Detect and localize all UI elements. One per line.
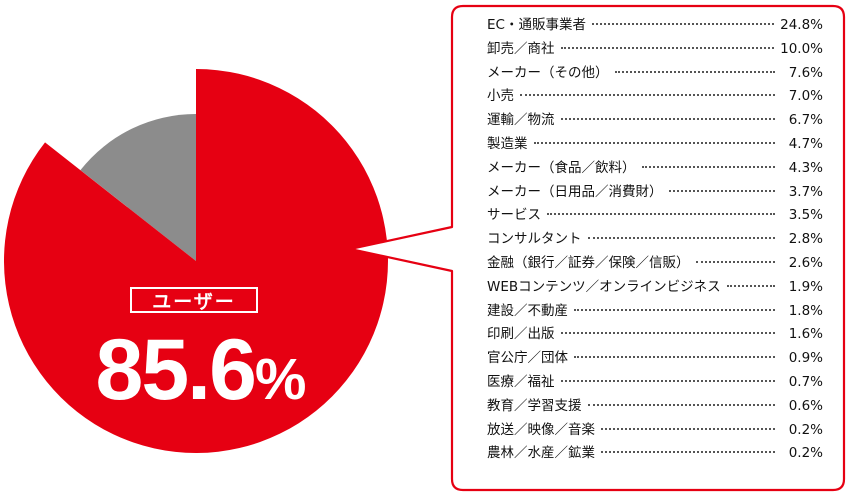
leader-dots	[533, 141, 775, 144]
breakdown-name: メーカー（日用品／消費財）	[487, 183, 663, 200]
breakdown-row: 放送／映像／音楽 0.2%	[487, 418, 823, 442]
breakdown-value: 0.2%	[788, 421, 823, 438]
leader-dots	[560, 332, 775, 335]
user-percentage: 85.6%	[70, 322, 330, 428]
breakdown-value: 7.6%	[788, 64, 823, 81]
callout-box	[348, 4, 846, 492]
breakdown-row: 農林／水産／鉱業 0.2%	[487, 441, 823, 465]
pie-slice-user	[3, 69, 388, 453]
breakdown-row: 印刷／出版 1.6%	[487, 322, 823, 346]
breakdown-name: 建設／不動産	[487, 302, 568, 319]
breakdown-value: 0.7%	[788, 373, 823, 390]
breakdown-row: 小売 7.0%	[487, 84, 823, 108]
leader-dots	[587, 237, 775, 240]
breakdown-list: EC・通販事業者 24.8% 卸売／商社 10.0% メーカー（その他） 7.6% 小売 7.…	[487, 13, 823, 465]
breakdown-row: メーカー（日用品／消費財） 3.7%	[487, 180, 823, 204]
breakdown-name: 官公庁／団体	[487, 350, 568, 367]
breakdown-row: 官公庁／団体 0.9%	[487, 346, 823, 370]
leader-dots	[560, 46, 775, 49]
breakdown-name: メーカー（その他）	[487, 64, 609, 81]
user-slice-label: ユーザー	[130, 287, 258, 313]
leader-dots	[591, 23, 775, 25]
breakdown-value: 24.8%	[780, 17, 823, 33]
breakdown-name: 製造業	[487, 135, 528, 152]
breakdown-row: 医療／福祉 0.7%	[487, 370, 823, 394]
breakdown-name: 金融（銀行／証券／保険／信販）	[487, 254, 690, 271]
breakdown-value: 1.9%	[788, 278, 823, 295]
user-percentage-value: 85.6	[95, 322, 257, 418]
breakdown-value: 2.6%	[788, 254, 823, 271]
leader-dots	[574, 308, 775, 311]
breakdown-name: 小売	[487, 88, 514, 105]
user-percentage-unit: %	[254, 347, 307, 412]
leader-dots	[726, 284, 775, 287]
breakdown-value: 6.7%	[788, 112, 823, 129]
breakdown-row: 卸売／商社 10.0%	[487, 37, 823, 61]
leader-dots	[601, 451, 775, 454]
pie-slices	[3, 69, 388, 453]
leader-dots	[614, 70, 775, 73]
breakdown-row: WEBコンテンツ／オンラインビジネス 1.9%	[487, 275, 823, 299]
breakdown-value: 10.0%	[780, 40, 823, 57]
breakdown-name: 教育／学習支援	[487, 397, 582, 414]
leader-dots	[641, 165, 775, 168]
breakdown-name: 放送／映像／音楽	[487, 421, 595, 438]
breakdown-name: コンサルタント	[487, 231, 582, 248]
breakdown-value: 0.6%	[788, 397, 823, 414]
pie-slice-other	[80, 113, 196, 261]
leader-dots	[560, 379, 775, 382]
breakdown-name: 運輸／物流	[487, 112, 555, 129]
breakdown-row: 教育／学習支援 0.6%	[487, 394, 823, 418]
leader-dots	[520, 94, 775, 97]
breakdown-value: 0.9%	[788, 350, 823, 367]
breakdown-name: 農林／水産／鉱業	[487, 445, 595, 462]
leader-dots	[601, 427, 775, 430]
leader-dots	[695, 260, 775, 263]
breakdown-name: 印刷／出版	[487, 326, 555, 343]
breakdown-name: 医療／福祉	[487, 373, 555, 390]
leader-dots	[668, 189, 775, 192]
breakdown-name: メーカー（食品／飲料）	[487, 159, 636, 176]
breakdown-row: 運輸／物流 6.7%	[487, 108, 823, 132]
leader-dots	[560, 118, 775, 121]
breakdown-name: サービス	[487, 207, 541, 224]
breakdown-row: メーカー（その他） 7.6%	[487, 61, 823, 85]
leader-dots	[574, 356, 775, 359]
leader-dots	[587, 403, 775, 406]
breakdown-value: 0.2%	[788, 445, 823, 462]
breakdown-value: 1.8%	[788, 302, 823, 319]
breakdown-name: WEBコンテンツ／オンラインビジネス	[487, 278, 721, 295]
breakdown-value: 1.6%	[788, 326, 823, 343]
breakdown-row: 金融（銀行／証券／保険／信販） 2.6%	[487, 251, 823, 275]
breakdown-value: 3.5%	[788, 207, 823, 224]
breakdown-row: メーカー（食品／飲料） 4.3%	[487, 156, 823, 180]
breakdown-name: 卸売／商社	[487, 40, 555, 57]
breakdown-value: 3.7%	[788, 183, 823, 200]
breakdown-value: 2.8%	[788, 231, 823, 248]
breakdown-value: 4.3%	[788, 159, 823, 176]
breakdown-value: 7.0%	[788, 88, 823, 105]
breakdown-row: 建設／不動産 1.8%	[487, 299, 823, 323]
breakdown-row: 製造業 4.7%	[487, 132, 823, 156]
breakdown-row: EC・通販事業者 24.8%	[487, 13, 823, 37]
breakdown-row: サービス 3.5%	[487, 203, 823, 227]
leader-dots	[547, 213, 775, 216]
breakdown-value: 4.7%	[788, 135, 823, 152]
breakdown-name: EC・通販事業者	[487, 17, 586, 33]
breakdown-row: コンサルタント 2.8%	[487, 227, 823, 251]
